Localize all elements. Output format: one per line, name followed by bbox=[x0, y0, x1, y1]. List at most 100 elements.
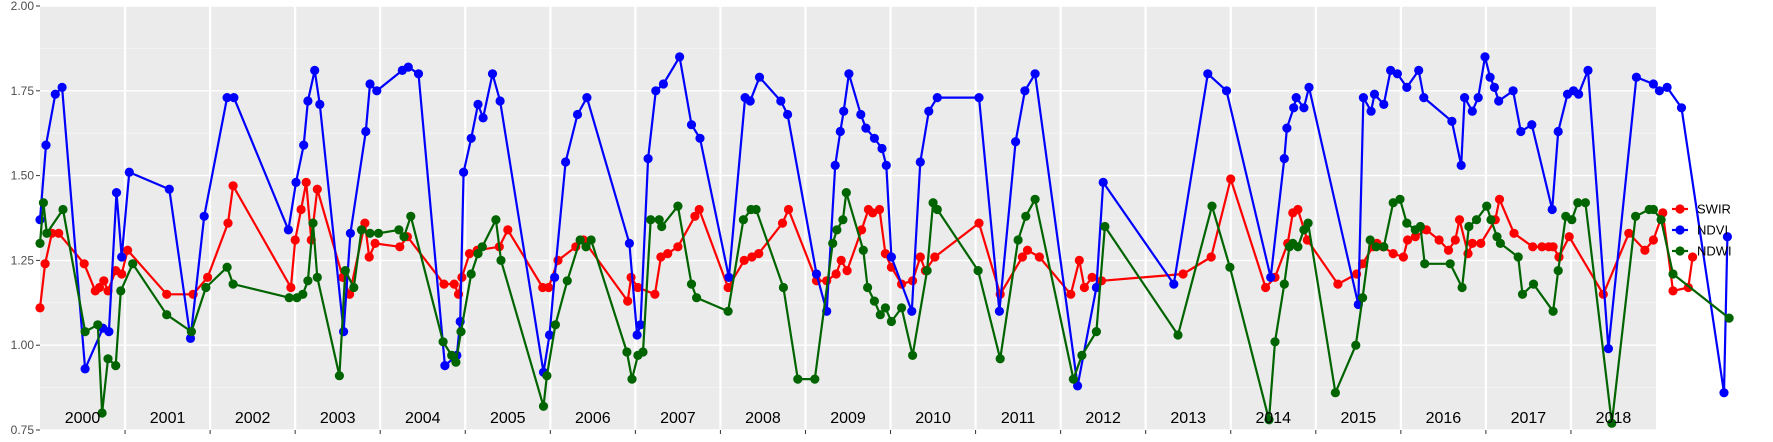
ndvi-point bbox=[1011, 137, 1021, 147]
swir-point bbox=[1333, 279, 1343, 289]
year-label: 2018 bbox=[1596, 410, 1632, 427]
swir-point bbox=[1450, 235, 1460, 245]
y-tick-label: 0.75 bbox=[11, 423, 35, 437]
swir-point bbox=[370, 238, 380, 248]
ndwi-point bbox=[838, 215, 848, 225]
ndvi-point bbox=[495, 96, 505, 106]
year-label: 2017 bbox=[1511, 410, 1547, 427]
year-label: 2016 bbox=[1426, 410, 1462, 427]
swir-point bbox=[1467, 238, 1477, 248]
ndwi-point bbox=[466, 269, 476, 279]
ndvi-point bbox=[856, 109, 866, 120]
ndwi-point bbox=[586, 235, 596, 245]
ndvi-point bbox=[345, 228, 355, 238]
ndvi-point bbox=[1654, 86, 1664, 96]
ndvi-point bbox=[675, 52, 685, 62]
ndwi-point bbox=[447, 350, 457, 360]
ndvi-point bbox=[544, 330, 555, 340]
swir-point bbox=[831, 269, 841, 279]
ndwi-point bbox=[1471, 215, 1482, 225]
swir-point bbox=[1443, 245, 1454, 255]
swir-point bbox=[1548, 242, 1558, 252]
ndwi-point bbox=[334, 371, 344, 381]
ndwi-point bbox=[438, 337, 448, 347]
swir-point bbox=[223, 218, 233, 228]
ndwi-point bbox=[828, 238, 838, 248]
ndwi-point bbox=[1021, 211, 1031, 221]
ndvi-point bbox=[1489, 82, 1499, 92]
swir-point bbox=[836, 255, 846, 265]
year-label: 2003 bbox=[320, 410, 356, 427]
swir-point bbox=[1434, 235, 1444, 245]
ndwi-point bbox=[1495, 238, 1505, 248]
ndwi-point bbox=[1482, 201, 1492, 211]
swir-point bbox=[1476, 238, 1486, 248]
ndvi-point bbox=[1574, 89, 1584, 99]
ndvi-point bbox=[1366, 106, 1376, 116]
ndwi-point bbox=[1395, 194, 1405, 204]
swir-point bbox=[739, 255, 749, 265]
ndwi-point bbox=[284, 293, 294, 303]
ndvi-point bbox=[403, 62, 413, 72]
ndvi-point bbox=[310, 65, 320, 75]
ndvi-point bbox=[1467, 106, 1477, 116]
ndwi-point bbox=[38, 198, 49, 208]
ndwi-point bbox=[228, 279, 238, 289]
ndvi-point bbox=[1030, 69, 1040, 79]
ndvi-point bbox=[222, 93, 232, 103]
ndvi-point bbox=[1358, 93, 1368, 103]
swir-point bbox=[915, 252, 925, 262]
ndvi-point bbox=[478, 113, 488, 123]
ndvi-point bbox=[199, 211, 209, 221]
ndvi-point bbox=[745, 96, 755, 106]
ndwi-point bbox=[538, 401, 549, 411]
swir-point bbox=[449, 279, 459, 289]
swir-point bbox=[117, 269, 127, 279]
ndvi-point bbox=[1494, 96, 1504, 106]
ndwi-point bbox=[308, 218, 318, 228]
ndvi-point bbox=[1402, 82, 1412, 92]
ndvi-point bbox=[365, 79, 375, 89]
ndvi-point bbox=[1516, 126, 1526, 137]
ndvi-point bbox=[624, 238, 635, 248]
ndwi-point bbox=[58, 204, 68, 215]
legend-label: SWIR bbox=[1697, 202, 1731, 217]
swir-point bbox=[395, 242, 405, 252]
ndvi-point bbox=[561, 157, 571, 167]
ndwi-point bbox=[562, 276, 572, 286]
ndwi-point bbox=[373, 228, 384, 238]
ndwi-point bbox=[778, 282, 789, 293]
ndvi-point bbox=[291, 177, 301, 187]
year-label: 2007 bbox=[660, 410, 696, 427]
ndvi-point bbox=[466, 133, 476, 143]
ndwi-point bbox=[394, 225, 404, 235]
ndvi-point bbox=[1719, 388, 1729, 398]
year-label: 2001 bbox=[150, 410, 186, 427]
ndvi-point bbox=[844, 69, 854, 79]
swir-point bbox=[633, 282, 643, 293]
series-layer bbox=[35, 52, 1734, 428]
ndwi-point bbox=[627, 374, 637, 384]
legend-label: NDWI bbox=[1697, 244, 1732, 259]
ndwi-point bbox=[908, 350, 918, 360]
ndvi-point bbox=[932, 93, 942, 103]
ndwi-point bbox=[922, 266, 932, 276]
ndvi-point bbox=[1419, 93, 1429, 103]
ndvi-point bbox=[1583, 65, 1593, 75]
year-label: 2014 bbox=[1255, 410, 1291, 427]
swir-point bbox=[1564, 232, 1574, 242]
swir-point bbox=[79, 259, 89, 269]
swir-point bbox=[1640, 245, 1650, 255]
ndwi-point bbox=[349, 282, 359, 293]
ndvi-point bbox=[776, 96, 786, 106]
ndwi-point bbox=[1068, 374, 1078, 384]
ndvi-point bbox=[1631, 72, 1641, 82]
swir-point bbox=[694, 204, 704, 215]
swir-point bbox=[868, 208, 878, 218]
swir-point bbox=[1066, 289, 1076, 299]
ndvi-point bbox=[487, 69, 498, 79]
ndwi-point bbox=[222, 262, 232, 272]
ndvi-point bbox=[1460, 93, 1470, 103]
ndwi-point bbox=[1486, 215, 1496, 225]
swir-point bbox=[874, 204, 885, 215]
